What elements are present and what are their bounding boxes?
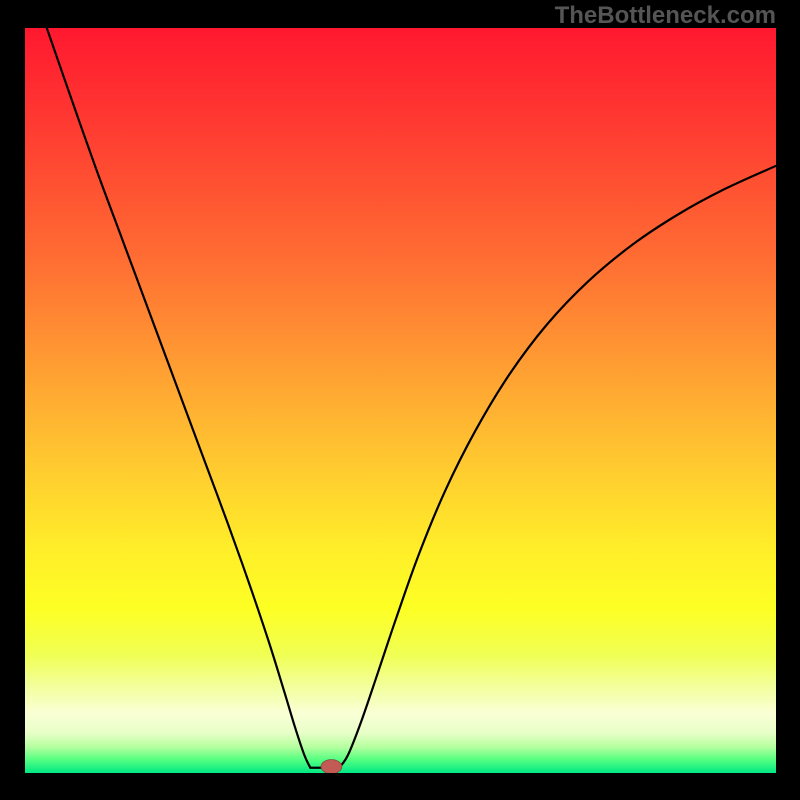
plot-area: [25, 28, 776, 773]
bottleneck-marker: [321, 760, 342, 773]
curve-left-branch: [47, 28, 311, 768]
watermark-text: TheBottleneck.com: [555, 2, 776, 30]
plot-svg: [25, 28, 776, 773]
curve-right-branch: [339, 166, 776, 768]
